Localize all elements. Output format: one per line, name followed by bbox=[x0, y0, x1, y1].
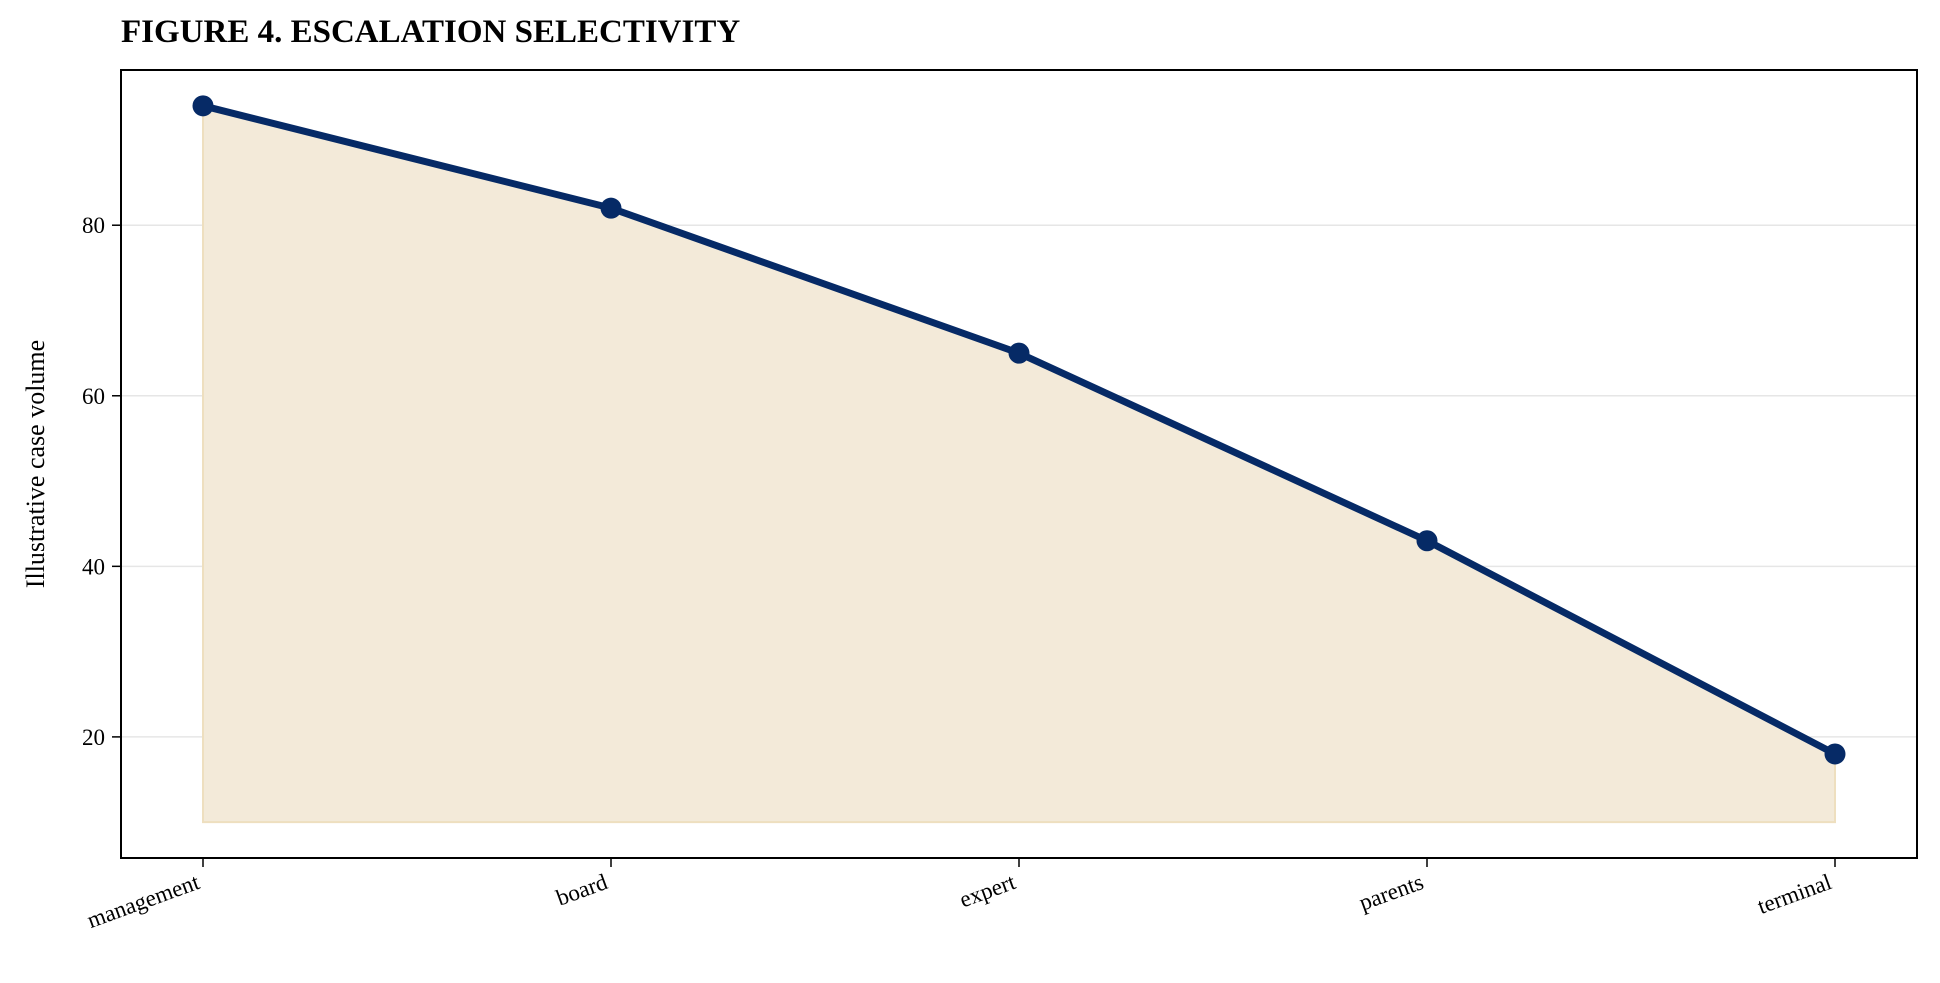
data-point-parents bbox=[1416, 530, 1438, 552]
x-tick-label-parents: parents bbox=[1356, 869, 1427, 915]
y-tick-label-40: 40 bbox=[82, 554, 105, 579]
data-point-management bbox=[192, 95, 214, 117]
x-tick-label-terminal: terminal bbox=[1754, 869, 1835, 919]
chart-title: FIGURE 4. ESCALATION SELECTIVITY bbox=[121, 14, 741, 50]
area-fill bbox=[202, 104, 1836, 824]
x-ticks: management board expert parents terminal bbox=[84, 858, 1836, 933]
y-axis-label: Illustrative case volume bbox=[21, 340, 50, 588]
y-tick-label-80: 80 bbox=[82, 213, 105, 238]
data-point-expert bbox=[1008, 342, 1030, 364]
data-points bbox=[192, 95, 1846, 765]
y-tick-label-20: 20 bbox=[82, 725, 105, 750]
x-tick-label-management: management bbox=[84, 869, 204, 933]
y-tick-label-60: 60 bbox=[82, 384, 105, 409]
x-tick-label-board: board bbox=[553, 869, 611, 911]
data-point-terminal bbox=[1824, 743, 1846, 765]
x-tick-label-expert: expert bbox=[956, 869, 1019, 912]
area-fill-layer bbox=[202, 104, 1836, 824]
data-point-board bbox=[600, 197, 622, 219]
y-ticks: 20 40 60 80 bbox=[82, 213, 121, 750]
